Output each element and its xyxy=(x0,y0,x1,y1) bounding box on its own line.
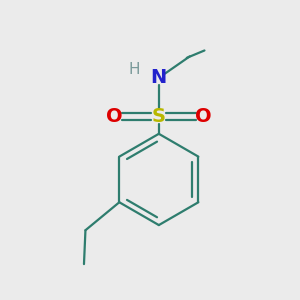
Text: S: S xyxy=(152,106,166,126)
Text: O: O xyxy=(195,106,211,126)
Text: N: N xyxy=(151,68,167,87)
Text: O: O xyxy=(106,106,123,126)
Text: H: H xyxy=(128,61,140,76)
